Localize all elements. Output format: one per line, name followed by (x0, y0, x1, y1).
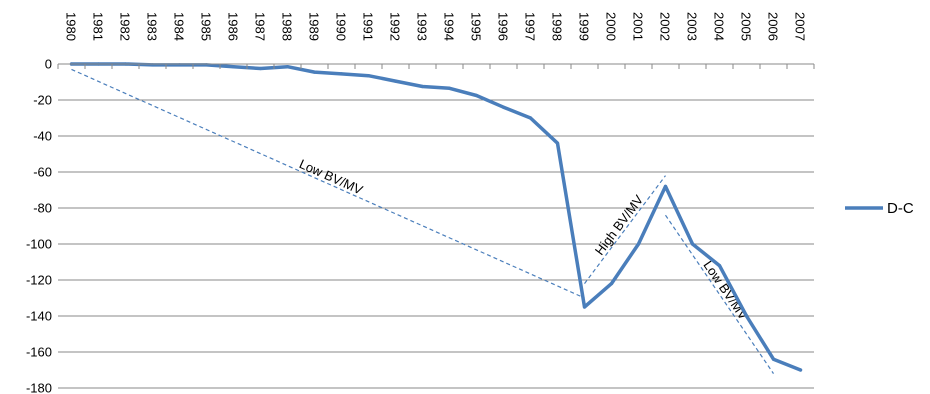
trend-label: High BV/MV (592, 192, 647, 258)
x-tick-label: 1982 (118, 12, 133, 41)
y-tick-label: -100 (26, 237, 52, 252)
x-tick-label: 1983 (145, 12, 160, 41)
data-point (258, 66, 263, 71)
y-tick-label: -80 (33, 201, 52, 216)
x-tick-label: 1989 (307, 12, 322, 41)
data-point (663, 184, 668, 188)
data-point (474, 93, 479, 98)
x-tick-label: 1995 (469, 12, 484, 41)
y-tick-label: -140 (26, 309, 52, 324)
data-point (285, 65, 290, 69)
x-tick-label: 2001 (631, 12, 646, 41)
x-tick-label: 1996 (496, 12, 511, 41)
x-tick-label: 2006 (766, 12, 781, 41)
data-point (798, 368, 803, 372)
x-tick-label: 2007 (793, 12, 808, 41)
x-tick-label: 2000 (604, 12, 619, 41)
y-tick-label: -20 (33, 93, 52, 108)
series-line-0 (69, 62, 803, 372)
data-point (528, 116, 533, 120)
data-point (447, 86, 452, 90)
data-point (717, 264, 722, 268)
data-point (690, 242, 695, 246)
y-tick-label: -60 (33, 165, 52, 180)
x-tick-label: 1993 (415, 12, 430, 41)
data-point (636, 242, 641, 246)
x-tick-label: 1998 (550, 12, 565, 41)
x-tick-label: 1986 (226, 12, 241, 41)
data-point (744, 314, 749, 318)
y-tick-label: -160 (26, 345, 52, 360)
x-tick-label: 1997 (523, 12, 538, 41)
data-point (339, 72, 344, 76)
data-point (231, 65, 236, 69)
y-tick-label: 0 (45, 57, 52, 72)
x-tick-label: 1994 (442, 12, 457, 41)
series-lines (69, 62, 803, 372)
x-tick-label: 2004 (712, 12, 727, 41)
data-point (393, 79, 398, 83)
data-point (771, 357, 776, 361)
x-tick-label: 1984 (172, 12, 187, 41)
y-tick-label: -40 (33, 129, 52, 144)
legend-label: D-C (887, 200, 914, 217)
trend-dashed-line (665, 214, 774, 374)
data-point (609, 282, 614, 286)
data-point (366, 74, 371, 78)
y-axis: 0 -20 -40 -60 -80 -100 -120 -140 -160 -180 (26, 57, 52, 394)
x-tick-label: 1988 (280, 12, 295, 41)
trend-label: Low BV/MV (297, 156, 365, 197)
legend: D-C (845, 200, 914, 217)
x-tick-label: 2003 (685, 12, 700, 41)
trend-dashed-line (71, 68, 585, 299)
x-tick-label: 1991 (361, 12, 376, 41)
gridlines (58, 63, 814, 389)
x-axis: 1980 1981 1982 1983 1984 1985 1986 1987 1988 1989… (57, 12, 815, 69)
x-tick-label: 1985 (199, 12, 214, 41)
x-tick-label: 2005 (739, 12, 754, 41)
x-tick-label: 1990 (334, 12, 349, 41)
data-point (312, 70, 317, 74)
y-tick-label: -180 (26, 381, 52, 394)
x-tick-label: 2002 (658, 12, 673, 41)
x-tick-label: 1980 (64, 12, 79, 41)
data-point (501, 105, 506, 109)
trend-dashed-line (584, 175, 666, 284)
x-tick-label: 1987 (253, 12, 268, 41)
x-tick-label: 1999 (577, 12, 592, 41)
x-tick-label: 1992 (388, 12, 403, 41)
data-point (555, 141, 560, 145)
y-tick-label: -120 (26, 273, 52, 288)
data-point (582, 305, 587, 309)
x-tick-label: 1981 (91, 12, 106, 41)
data-point (420, 84, 425, 89)
